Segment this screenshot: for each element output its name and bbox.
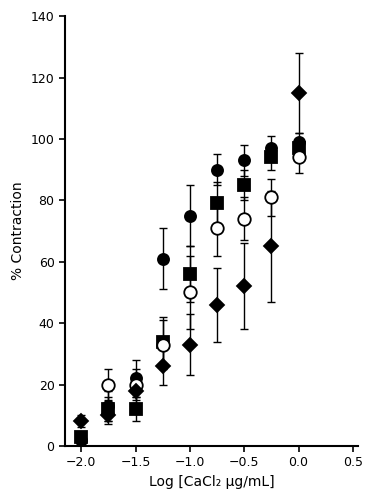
Y-axis label: % Contraction: % Contraction xyxy=(11,182,25,280)
X-axis label: Log [CaCl₂ μg/mL]: Log [CaCl₂ μg/mL] xyxy=(149,475,275,489)
